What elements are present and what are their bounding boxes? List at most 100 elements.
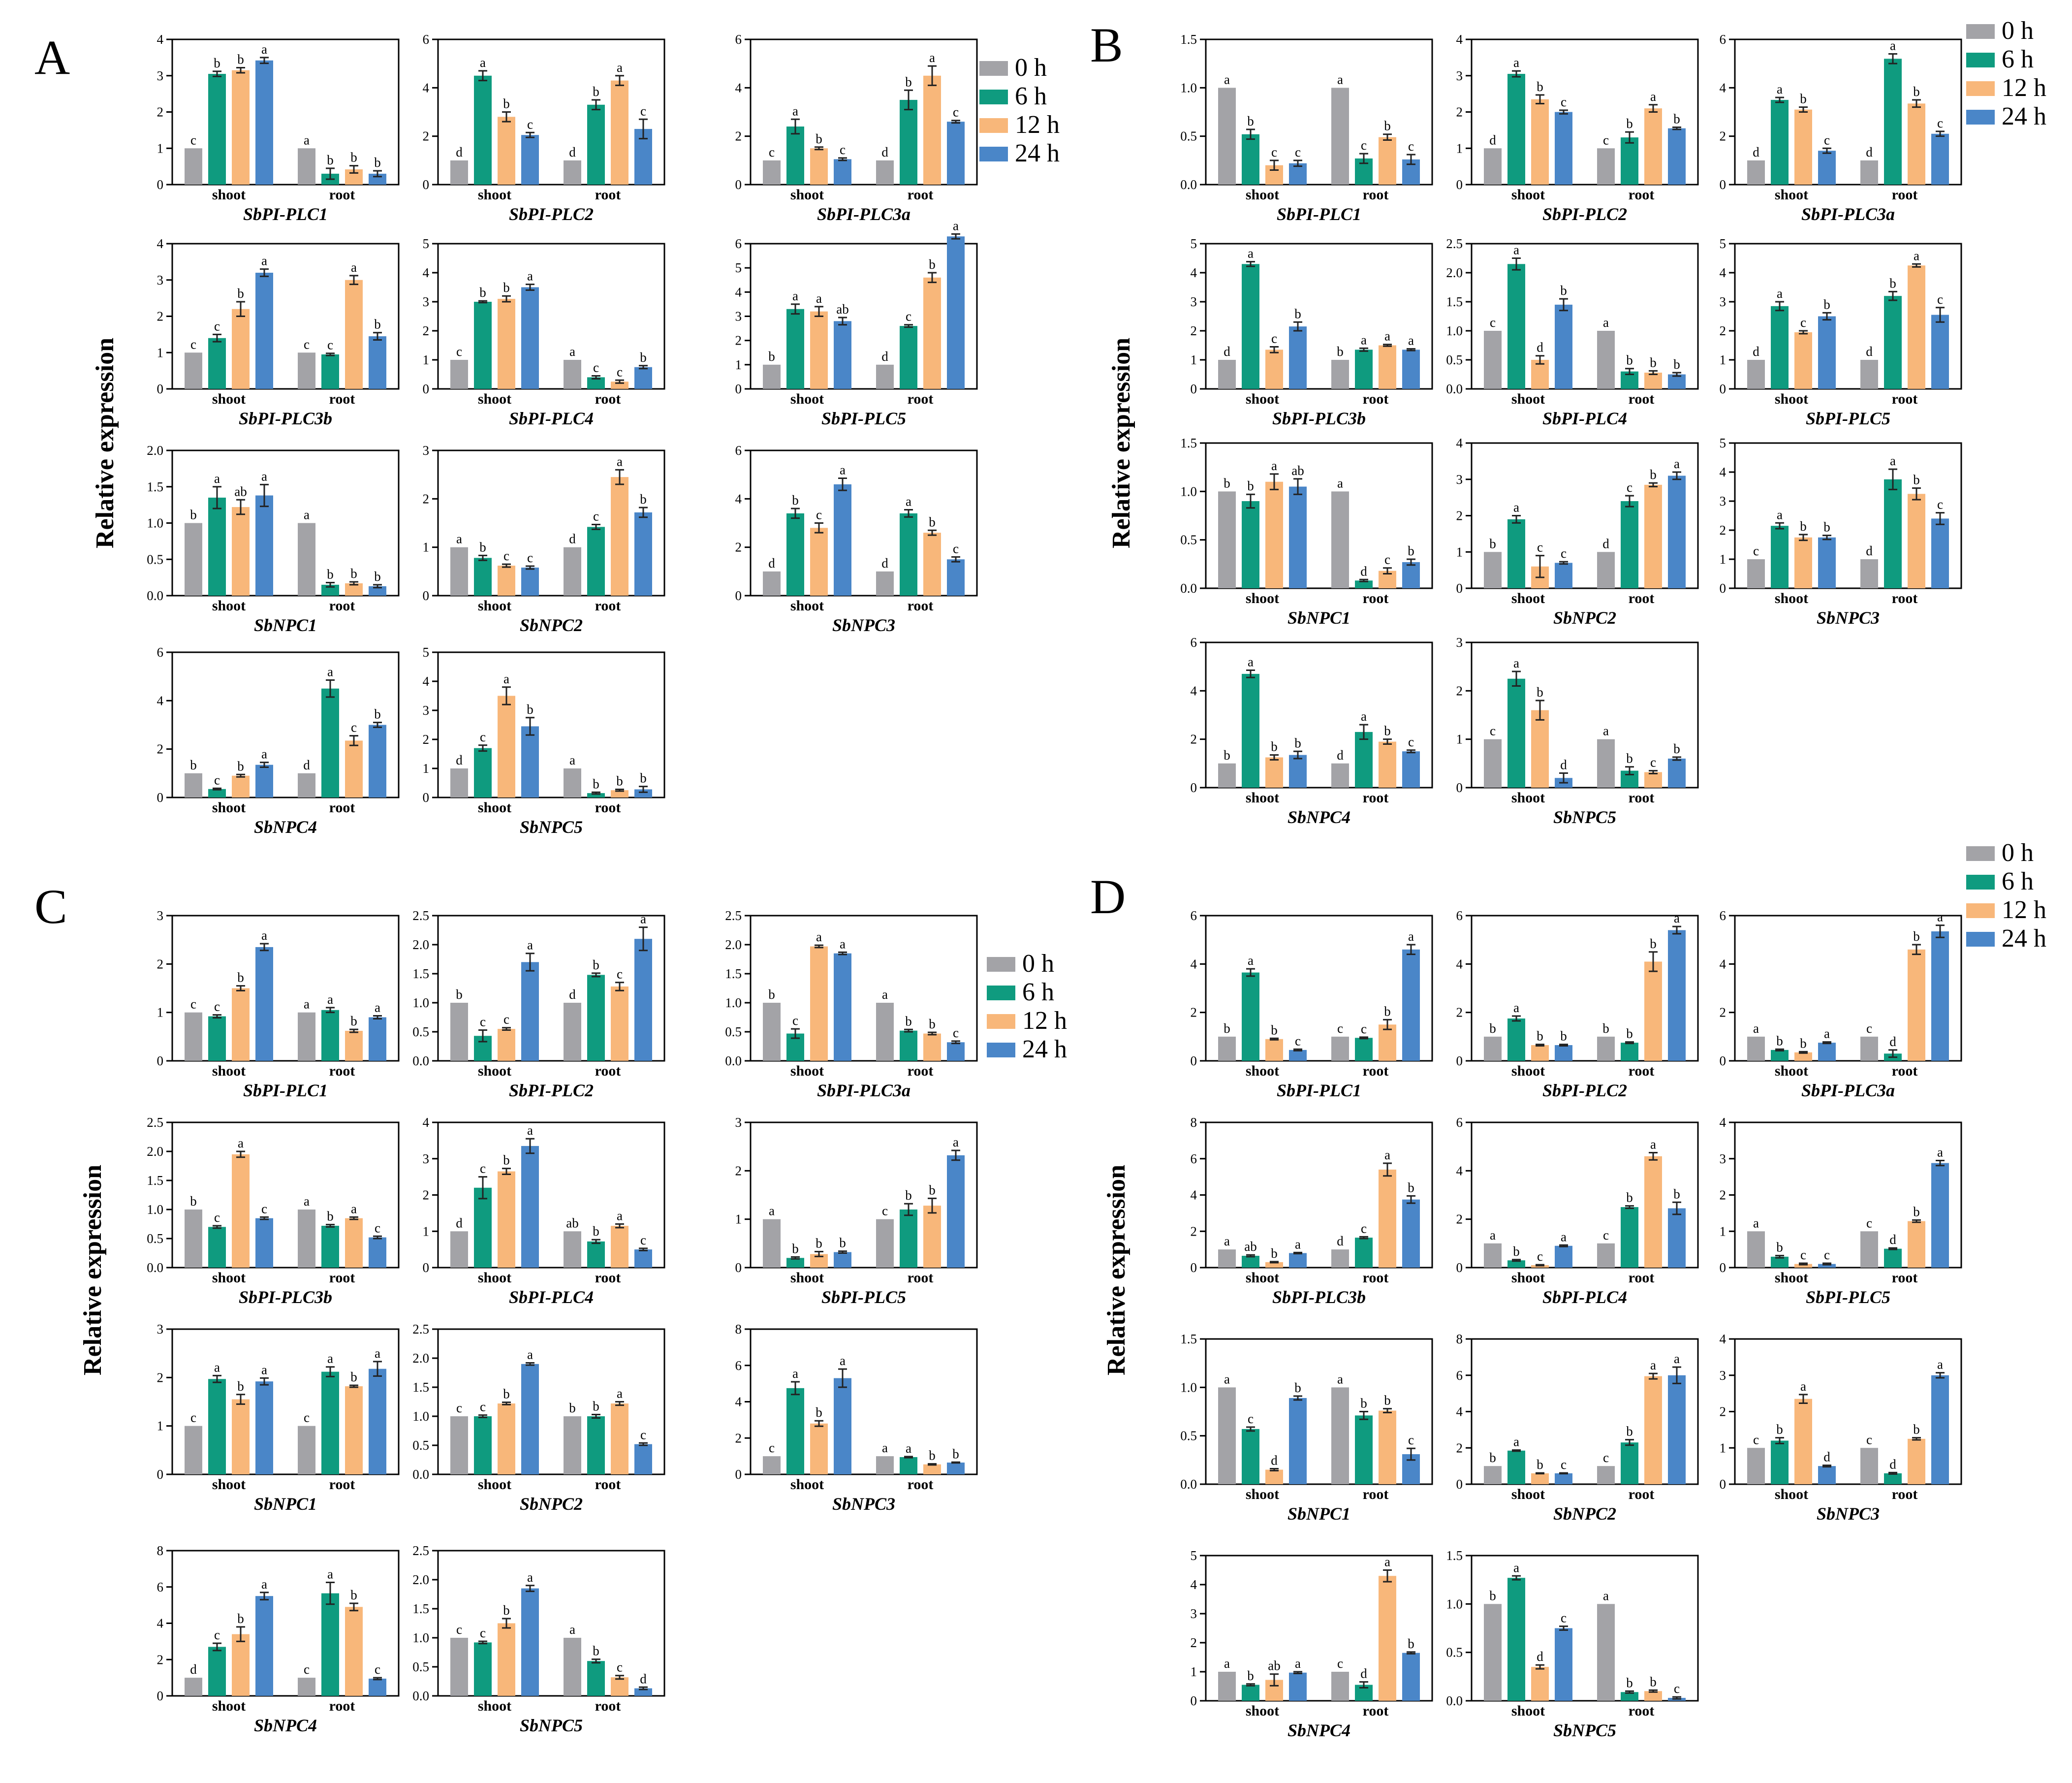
significance-letter: b [1776, 1422, 1783, 1437]
significance-letter: c [456, 1622, 462, 1637]
significance-letter: a [1384, 1555, 1390, 1569]
significance-letter: d [768, 556, 775, 571]
bar-root-0h [564, 547, 581, 596]
significance-letter: b [1913, 472, 1920, 487]
plot-frame [437, 243, 665, 390]
bar-shoot-0h [185, 1678, 202, 1696]
bar-shoot-0h [185, 1012, 202, 1061]
gene-title: SbNPC5 [520, 817, 583, 837]
gene-title: SbPI-PLC3a [1801, 204, 1895, 224]
category-label: root [1363, 590, 1389, 606]
bar-shoot-12h [1531, 99, 1549, 185]
bar-root-0h [876, 1003, 894, 1061]
bar-shoot-12h [232, 1154, 250, 1268]
y-tick-label: 0 [1720, 1477, 1727, 1492]
gene-title: SbPI-PLC5 [821, 409, 906, 428]
significance-letter: a [1224, 1371, 1230, 1386]
bar-shoot-0h [1218, 1672, 1236, 1701]
y-tick-label: 0 [423, 177, 430, 192]
y-tick-label: 1.5 [1180, 32, 1197, 47]
significance-letter: a [1937, 1145, 1943, 1159]
significance-letter: a [840, 463, 846, 478]
significance-letter: b [237, 286, 244, 301]
y-tick-label: 2.0 [412, 937, 429, 952]
significance-letter: a [1937, 1357, 1943, 1372]
significance-letter: b [593, 1644, 599, 1658]
significance-letter: a [1224, 1234, 1230, 1248]
y-tick-label: 4 [1720, 265, 1727, 280]
bar-root-12h [345, 1607, 363, 1696]
significance-letter: d [1866, 543, 1873, 558]
bar-shoot-6h [474, 1416, 492, 1474]
significance-letter: a [1674, 456, 1680, 471]
bar-root-6h [900, 1030, 917, 1061]
gene-title: SbPI-PLC4 [1542, 1287, 1627, 1307]
bar-shoot-24h [1818, 1466, 1836, 1484]
bar-shoot-6h [208, 74, 226, 185]
category-label: shoot [1775, 1486, 1808, 1502]
y-tick-label: 0 [735, 588, 742, 603]
legend-swatch [979, 90, 1008, 104]
gene-title: SbPI-PLC3b [1272, 409, 1366, 428]
significance-letter: d [1337, 1234, 1344, 1248]
bar-shoot-12h [1794, 1052, 1812, 1061]
plot-frame [750, 38, 978, 186]
y-tick-label: 2 [735, 129, 742, 144]
bar-root-6h [587, 1661, 605, 1696]
significance-letter: a [640, 912, 646, 926]
category-label: root [1629, 1270, 1655, 1286]
plot-frame [1471, 243, 1699, 390]
category-label: shoot [212, 598, 246, 614]
significance-letter: a [304, 1194, 310, 1209]
bar-root-0h [298, 1012, 315, 1061]
bar-chart-d-sbpi-plc3a: 0 2 4 6 a b b a shoot c d b a root SbPI-PLC3a [1720, 908, 1962, 1100]
significance-letter: a [1224, 72, 1230, 87]
significance-letter: a [1513, 1560, 1519, 1575]
significance-letter: b [1537, 1029, 1543, 1044]
y-tick-label: 4 [735, 491, 742, 506]
significance-letter: d [1537, 1649, 1543, 1664]
bar-shoot-6h [1507, 678, 1525, 788]
significance-letter: b [1489, 1588, 1496, 1603]
significance-letter: b [1224, 748, 1230, 763]
significance-letter: b [1247, 1668, 1254, 1683]
bar-shoot-24h [1555, 563, 1572, 588]
significance-letter: b [1360, 1396, 1367, 1411]
bar-shoot-0h [1747, 559, 1765, 588]
bar-shoot-6h [1242, 134, 1259, 185]
significance-letter: a [840, 936, 846, 951]
plot-frame [750, 449, 978, 597]
bar-shoot-0h [1747, 1231, 1765, 1268]
y-tick-label: 6 [735, 32, 742, 47]
significance-letter: c [480, 1014, 486, 1029]
significance-letter: b [327, 567, 334, 581]
bar-root-24h [1402, 751, 1420, 788]
y-tick-label: 4 [1456, 1163, 1463, 1178]
y-tick-label: 3 [1720, 1368, 1727, 1383]
significance-letter: c [1800, 315, 1806, 330]
significance-letter: b [1673, 111, 1680, 126]
bar-shoot-0h [450, 1638, 468, 1696]
y-tick-label: 5 [1191, 236, 1197, 251]
significance-letter: c [214, 318, 220, 333]
plot-frame [1205, 1555, 1433, 1702]
bar-root-6h [1355, 1038, 1373, 1061]
y-tick-label: 4 [1456, 32, 1463, 47]
category-label: shoot [478, 598, 511, 614]
significance-letter: c [840, 142, 846, 157]
bar-chart-c-sbpi-plc2: 0.0 0.5 1.0 1.5 2.0 2.5 b c c a shoot d b c a rootSbPI-… [412, 908, 665, 1100]
significance-letter: b [593, 1224, 599, 1239]
bar-shoot-6h [1507, 1450, 1525, 1484]
bar-root-12h [1908, 949, 1925, 1061]
significance-letter: c [456, 344, 462, 359]
significance-letter: a [1650, 89, 1656, 104]
significance-letter: b [1673, 741, 1680, 756]
gene-title: SbNPC3 [832, 1494, 895, 1514]
bar-shoot-12h [1531, 1667, 1549, 1701]
bar-root-24h [634, 1249, 652, 1268]
significance-letter: b [1913, 1204, 1920, 1219]
significance-letter: a [1914, 248, 1919, 263]
significance-letter: b [1408, 1180, 1414, 1195]
